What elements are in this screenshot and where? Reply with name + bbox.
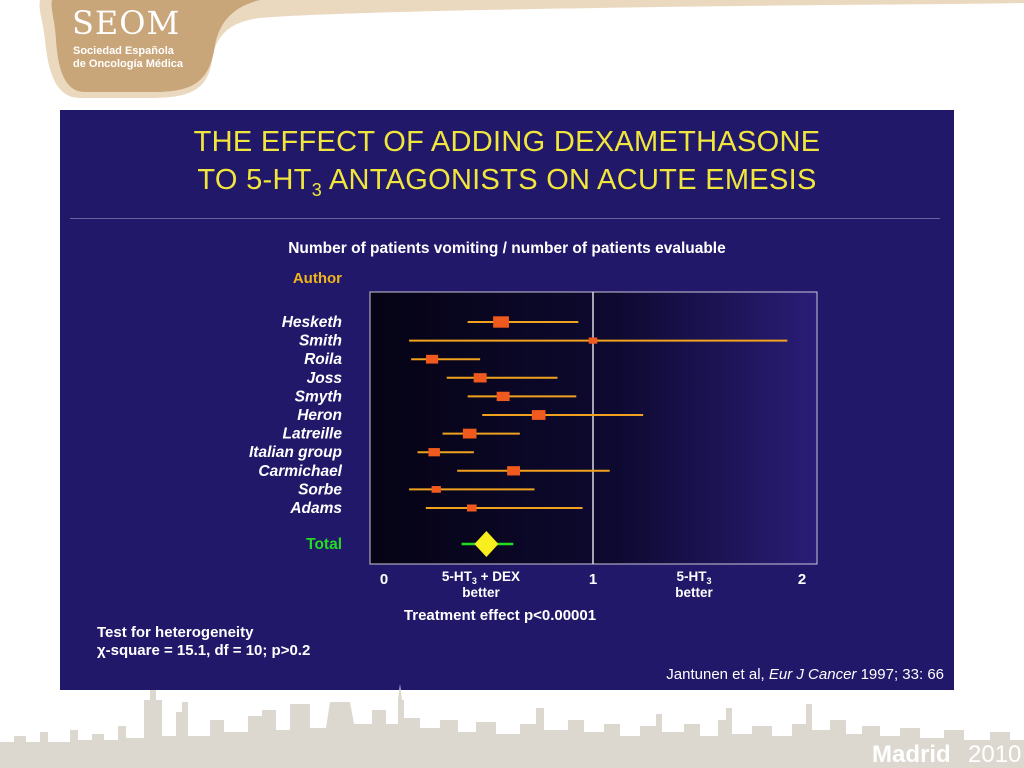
total-label: Total	[306, 536, 342, 553]
logo-subtitle-line2: de Oncología Médica	[73, 58, 184, 70]
study-label: Smith	[299, 333, 342, 350]
study-label: Carmichael	[258, 463, 342, 480]
study-label: Italian group	[249, 444, 342, 461]
title-divider	[70, 218, 940, 219]
logo-name: SEOM	[72, 4, 181, 42]
study-label: Heron	[297, 407, 342, 424]
x-tick-label: 1	[589, 571, 597, 588]
madrid-skyline: Madrid 2010	[0, 684, 1024, 768]
author-column-header: Author	[292, 270, 342, 287]
right-region-label-line1: 5-HT3	[676, 569, 711, 586]
point-estimate	[466, 504, 477, 512]
citation: Jantunen et al, Eur J Cancer 1997; 33: 6…	[666, 666, 944, 683]
point-estimate	[507, 466, 521, 476]
left-region-label-line1: 5-HT3 + DEX	[442, 569, 520, 586]
footer-year: 2010	[968, 741, 1021, 768]
total-diamond	[474, 531, 499, 557]
study-label: Roila	[304, 351, 342, 368]
logo-subtitle-line1: Sociedad Española	[73, 45, 174, 57]
point-estimate	[425, 354, 439, 364]
study-label: Hesketh	[282, 314, 342, 331]
citation-volume: 1997; 33: 66	[856, 666, 944, 683]
point-estimate	[473, 373, 487, 383]
x-tick-label: 2	[798, 571, 806, 588]
point-estimate	[588, 337, 598, 344]
point-estimate	[496, 391, 510, 402]
point-estimate	[431, 486, 441, 493]
heterogeneity-line1: Test for heterogeneity	[97, 624, 254, 641]
slide-panel: THE EFFECT OF ADDING DEXAMETHASONE TO 5-…	[60, 110, 954, 690]
title-line2-subscript: 3	[311, 179, 323, 200]
slide-title-line1: THE EFFECT OF ADDING DEXAMETHASONE	[193, 126, 821, 158]
heterogeneity-line2: χ-square = 15.1, df = 10; p>0.2	[97, 642, 311, 659]
left-region-label-line2: better	[462, 585, 500, 600]
point-estimate	[428, 448, 440, 457]
study-label: Joss	[307, 370, 343, 387]
study-label: Adams	[289, 500, 342, 517]
point-estimate	[493, 316, 509, 328]
study-label: Smyth	[295, 388, 342, 405]
point-estimate	[531, 410, 546, 420]
study-label: Latreille	[283, 426, 343, 443]
chart-title: Number of patients vomiting / number of …	[288, 240, 726, 257]
title-line2-suffix: ANTAGONISTS ON ACUTE EMESIS	[322, 164, 817, 196]
title-line2-prefix: TO 5-HT	[197, 164, 312, 196]
x-axis-label-text: Treatment effect p<0.00001	[403, 607, 597, 624]
slide-title-line2: TO 5-HT3 ANTAGONISTS ON ACUTE EMESIS	[60, 164, 954, 201]
x-tick-label: 0	[380, 571, 388, 588]
citation-authors: Jantunen et al,	[666, 666, 769, 683]
citation-journal: Eur J Cancer	[768, 666, 857, 683]
header-band	[39, 0, 1024, 98]
right-region-label-line2: better	[675, 585, 713, 600]
point-estimate	[462, 428, 477, 439]
footer-city: Madrid	[872, 741, 951, 768]
study-label: Sorbe	[298, 481, 342, 498]
